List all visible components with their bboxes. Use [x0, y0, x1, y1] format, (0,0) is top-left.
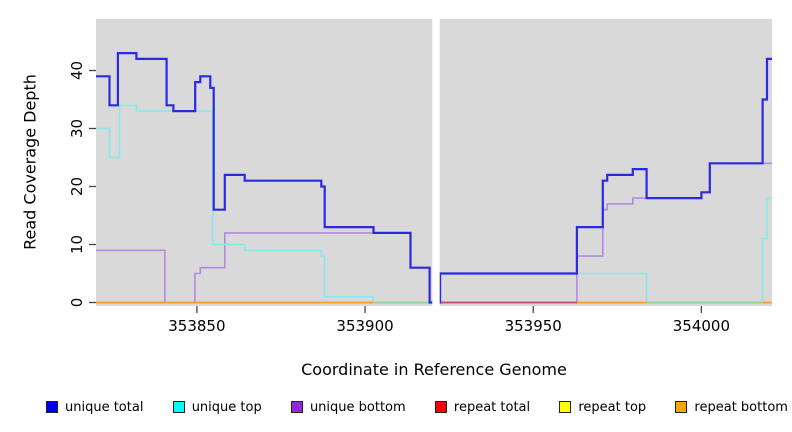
legend-item-unique-top: unique top — [172, 399, 262, 415]
y-tick-label: 0 — [68, 298, 86, 308]
legend-swatch-repeat-top — [559, 401, 572, 413]
legend-swatch-repeat-bottom — [675, 401, 688, 413]
legend-swatch-unique-total — [46, 401, 58, 413]
legend-item-unique-bottom: unique bottom — [290, 399, 406, 415]
legend-item-repeat-bottom: repeat bottom — [675, 400, 788, 415]
legend-swatch-repeat-total — [434, 401, 447, 413]
no-data-gap — [432, 19, 440, 306]
y-tick-label: 30 — [68, 119, 86, 138]
x-tick-label: 353950 — [505, 317, 562, 335]
legend-label: unique total — [65, 399, 144, 415]
x-tick-label: 354000 — [673, 317, 730, 335]
legend-label: repeat total — [453, 399, 531, 415]
plot-legend: unique total unique top unique bottom repea… — [46, 396, 788, 418]
y-axis-label: Read Coverage Depth — [20, 74, 40, 250]
y-tick-label: 40 — [68, 61, 86, 80]
x-tick-label: 353900 — [336, 317, 393, 335]
legend-item-repeat-total: repeat total — [434, 399, 531, 415]
legend-swatch-unique-bottom — [290, 401, 303, 413]
legend-label: unique top — [191, 399, 262, 415]
y-tick-label: 20 — [68, 177, 86, 196]
legend-item-repeat-top: repeat top — [559, 400, 646, 415]
legend-label: repeat top — [578, 399, 647, 415]
legend-swatch-unique-top — [172, 401, 185, 413]
y-tick-label: 10 — [68, 235, 86, 254]
legend-item-unique-total: unique total — [46, 400, 143, 415]
series-line-unique-total — [96, 52, 772, 304]
coverage-plot-canvas: 353850 353900 353950 354000 0 10 20 30 40 — [68, 19, 772, 335]
legend-label: unique bottom — [309, 399, 406, 415]
x-tick-label: 353850 — [168, 317, 225, 335]
x-axis-label: Coordinate in Reference Genome — [301, 360, 567, 379]
legend-label: repeat bottom — [694, 399, 788, 415]
